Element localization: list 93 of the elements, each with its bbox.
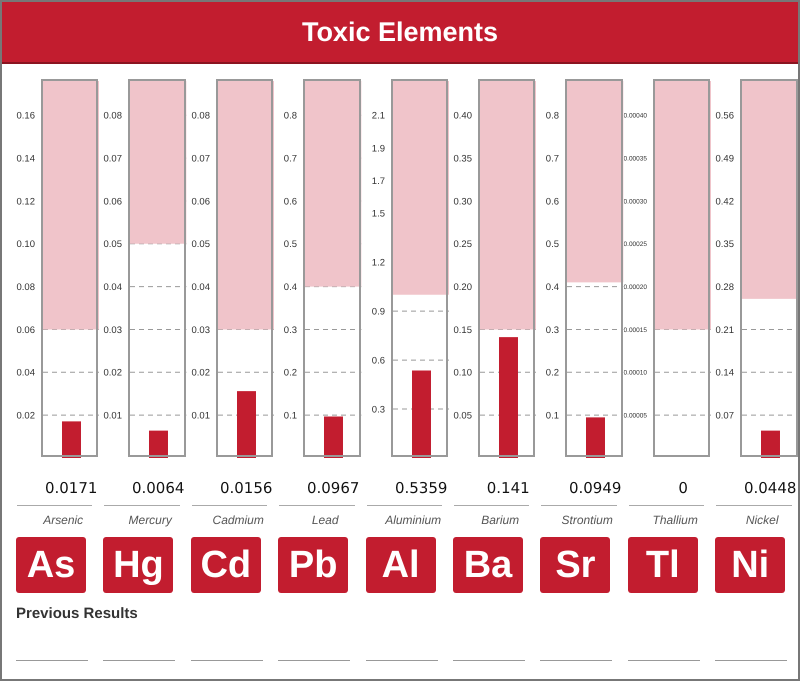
y-tick-label: 0.42 [716,196,734,208]
y-tick-label: 1.7 [371,176,385,187]
y-tick-label: 0.07 [104,154,122,164]
y-tick-label: 0.30 [454,196,472,208]
y-tick-label: 0.02 [191,368,210,379]
y-tick-label: 0.02 [16,410,35,422]
x-tick-label: Thallium [652,512,698,527]
y-tick-label: 0.25 [454,239,472,250]
y-tick-label: 0.08 [104,110,122,122]
data-label: 0.0949 [569,478,622,497]
text: Ni [715,537,786,593]
y-tick-label: 0.1 [546,410,560,422]
y-tick-label: 0.14 [16,154,35,164]
y-tick-label: 0.5 [546,239,560,250]
y-tick-label: 0.2 [284,368,298,379]
y-tick-label: 0.05 [104,239,122,250]
y-tick-label: 0.02 [104,368,122,379]
y-tick-label: 0.7 [546,154,560,164]
x-tick-label: Barium [481,512,520,527]
y-tick-label: 0.14 [716,368,734,379]
y-tick-label: 0.20 [454,282,472,294]
data-label: 0.0064 [132,478,185,497]
y-tick-label: 0.3 [371,404,385,416]
x-tick-label: Arsenic [42,512,84,527]
y-tick-label: 0.9 [371,306,385,318]
y-tick-label: 0.08 [191,110,210,122]
y-tick-label: 0.1 [284,410,298,422]
y-tick-label: 1.9 [371,143,385,154]
y-tick-label: 0.05 [454,410,472,422]
y-tick-label: 0.12 [16,196,35,208]
y-tick-label: 0.08 [16,282,35,294]
y-tick-label: 0.06 [104,196,122,208]
y-tick-label: 1.5 [371,208,385,220]
y-tick-label: 0.35 [716,239,734,250]
data-label: 0.0171 [44,478,98,497]
y-tick-label: 0.49 [716,154,734,164]
text: Toxic Elements [2,2,798,64]
y-tick-label: 0.10 [16,239,35,250]
y-tick-label: 0.01 [191,410,210,422]
y-tick-label: 2.1 [371,110,385,122]
y-tick-label: 0.15 [454,324,472,336]
data-label: 0 [678,478,688,497]
text: Cd [190,537,261,593]
y-tick-label: 0.04 [191,282,210,294]
text: As [16,537,86,593]
y-tick-label: 0.8 [546,110,560,122]
text: Previous Results [16,605,138,622]
text: Pb [278,537,348,593]
x-tick-label: Lead [312,512,340,527]
data-label: 0.0448 [744,478,797,497]
y-tick-label: 0.2 [546,368,560,379]
text: Tl [628,537,698,593]
y-tick-label: 0.04 [16,368,35,379]
x-tick-label: Nickel [746,512,780,527]
y-tick-label: 0.03 [191,324,210,336]
text: Sr [540,537,610,593]
y-tick-label: 0.10 [454,368,472,379]
y-tick-label: 0.04 [104,282,122,294]
y-tick-label: 0.28 [716,282,734,294]
text: Al [366,537,436,593]
y-tick-label: 0.01 [104,410,122,422]
y-tick-label: 0.07 [716,410,734,422]
y-tick-label: 0.3 [546,324,560,336]
y-tick-label: 0.06 [191,196,210,208]
y-tick-label: 0.56 [716,110,734,122]
data-label: 0.0967 [307,478,360,497]
y-tick-label: 0.05 [191,239,210,250]
y-tick-label: 0.03 [104,324,122,336]
y-tick-label: 0.06 [16,324,35,336]
y-tick-label: 0.8 [284,110,298,122]
y-tick-label: 0.6 [284,196,298,208]
y-tick-label: 0.21 [716,324,734,336]
text: Hg [103,537,174,593]
y-tick-label: 0.07 [191,154,210,164]
data-label: 0.5359 [394,478,448,497]
data-label: 0.141 [486,478,530,497]
y-tick-label: 0.4 [546,282,560,294]
text: Ba [453,537,523,593]
y-tick-label: 1.2 [371,258,385,269]
x-tick-label: Cadmium [212,512,264,527]
data-label: 0.0156 [220,478,272,497]
y-tick-label: 0.40 [454,110,472,122]
y-tick-label: 0.3 [284,324,298,336]
y-tick-label: 0.4 [284,282,298,294]
y-tick-label: 0.7 [284,154,298,164]
y-tick-label: 0.6 [371,355,385,366]
x-tick-label: Mercury [128,512,174,527]
y-tick-label: 0.35 [454,154,472,164]
x-tick-label: Aluminium [384,512,441,527]
x-tick-label: Strontium [562,512,614,527]
y-tick-label: 0.5 [284,239,298,250]
y-tick-label: 0.16 [16,110,35,122]
y-tick-label: 0.6 [546,196,560,208]
